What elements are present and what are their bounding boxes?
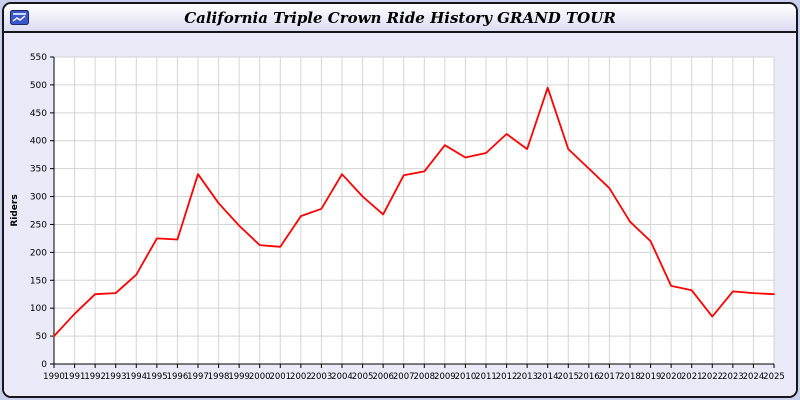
chart-svg: 0501001502002503003504004505005501990199… — [10, 53, 785, 382]
y-tick-label: 550 — [30, 53, 47, 63]
x-tick-label: 2007 — [393, 372, 415, 382]
series-line-riders — [53, 86, 775, 338]
x-tick-label: 2012 — [496, 372, 518, 382]
chart-panel: 0 50 100 150 200 250 300 350 400 450 500 550 1990 199… — [4, 33, 796, 396]
y-tick-label: 400 — [30, 137, 47, 147]
y-axis-title: Riders — [10, 194, 20, 226]
title-bar: California Triple Crown Ride History GRA… — [4, 4, 796, 33]
x-tick-label: 2015 — [557, 372, 579, 382]
plot-area — [54, 57, 774, 364]
x-tick-label: 2010 — [455, 372, 477, 382]
x-tick-label: 2025 — [763, 372, 785, 382]
x-tick-label: 2018 — [619, 372, 641, 382]
y-tick-label: 200 — [30, 248, 47, 258]
x-tick-label: 1992 — [84, 372, 106, 382]
x-tick-label: 2017 — [599, 372, 621, 382]
x-tick-label: 1993 — [105, 372, 127, 382]
x-tick-label: 1999 — [228, 372, 250, 382]
x-tick-label: 2016 — [578, 372, 600, 382]
x-tick-label: 1990 — [43, 372, 65, 382]
y-tick-label: 300 — [30, 193, 47, 203]
x-tick-label: 2011 — [475, 372, 497, 382]
x-tick-label: 2020 — [660, 372, 682, 382]
y-tick-label: 450 — [30, 109, 47, 119]
x-tick-label: 2013 — [516, 372, 538, 382]
x-tick-label: 2009 — [434, 372, 456, 382]
x-tick-label: 2021 — [681, 372, 703, 382]
x-tick-label: 2014 — [537, 372, 559, 382]
x-tick-label: 2005 — [352, 372, 374, 382]
x-tick-label: 2006 — [372, 372, 394, 382]
y-tick-label: 250 — [30, 220, 47, 230]
x-tick-label: 2023 — [722, 372, 744, 382]
y-tick-label: 0 — [41, 360, 47, 370]
x-tick-label: 2024 — [743, 372, 765, 382]
window-title: California Triple Crown Ride History GRA… — [184, 8, 616, 27]
x-tick-label: 2004 — [331, 372, 353, 382]
x-tick-label: 2001 — [269, 372, 291, 382]
x-tick-label: 2002 — [290, 372, 312, 382]
x-tick-label: 2003 — [311, 372, 333, 382]
x-tick-label: 2019 — [640, 372, 662, 382]
y-tick-label: 500 — [30, 81, 47, 91]
y-tick-label: 150 — [30, 276, 47, 286]
x-tick-label: 1995 — [146, 372, 168, 382]
x-tick-label: 2008 — [413, 372, 435, 382]
y-tick-label: 350 — [30, 165, 47, 175]
x-tick-label: 1994 — [125, 372, 147, 382]
x-tick-label: 2000 — [249, 372, 271, 382]
x-tick-label: 2022 — [701, 372, 723, 382]
x-tick-label: 1991 — [64, 372, 86, 382]
x-tick-label: 1998 — [208, 372, 230, 382]
y-tick-label: 50 — [36, 332, 48, 342]
window-menu-icon[interactable] — [10, 10, 29, 25]
x-tick-label: 1997 — [187, 372, 209, 382]
x-tick-label: 1996 — [167, 372, 189, 382]
y-tick-label: 100 — [30, 304, 47, 314]
